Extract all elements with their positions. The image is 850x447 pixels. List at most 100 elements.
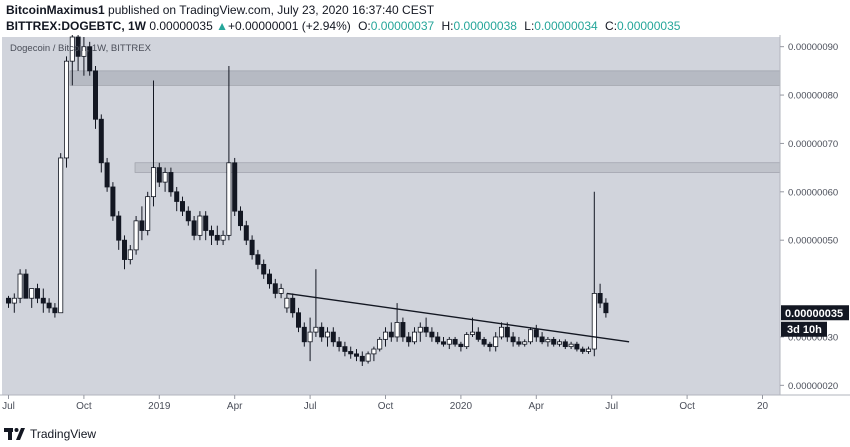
- candle-body: [226, 162, 232, 236]
- candle-body: [591, 293, 597, 350]
- candle: [557, 339, 563, 347]
- candle-body: [365, 353, 371, 362]
- candle: [52, 303, 58, 318]
- candle: [504, 322, 510, 342]
- candle: [197, 211, 203, 241]
- candle: [226, 66, 232, 241]
- candle-body: [487, 343, 493, 348]
- candle: [290, 293, 296, 318]
- candle-body: [504, 326, 510, 338]
- candle: [208, 225, 214, 246]
- candle-body: [458, 343, 464, 348]
- time-tick-label: Jul: [605, 401, 618, 412]
- publish-info: published on TradingView.com, July 23, 2…: [108, 3, 435, 17]
- time-tick-label: Jul: [2, 401, 15, 412]
- last-price: 0.00000035: [149, 19, 213, 33]
- candle-body: [29, 288, 35, 299]
- chart-area[interactable]: 0.00000090 0.00000080 0.00000070 0.00000060…: [0, 35, 850, 420]
- time-tick-label: Oct: [76, 401, 92, 412]
- countdown-marker: 3d 10h: [781, 321, 827, 337]
- candle-body: [81, 46, 87, 57]
- candle: [145, 191, 151, 236]
- candle-body: [516, 341, 522, 345]
- candle-body: [11, 297, 17, 304]
- candle-body: [313, 326, 319, 333]
- tradingview-logo-icon[interactable]: [4, 427, 26, 441]
- candle-body: [568, 343, 574, 348]
- tradingview-brand[interactable]: TradingView: [30, 427, 97, 441]
- candle: [98, 114, 104, 173]
- candle: [162, 167, 168, 192]
- candle: [522, 339, 528, 347]
- candle: [278, 283, 284, 299]
- candles: [6, 35, 609, 366]
- candle: [266, 269, 272, 289]
- candle: [301, 322, 307, 347]
- candle: [139, 206, 145, 241]
- ohlc-line: BITTREX:DOGEBTC, 1W 0.00000035 ▲+0.00000…: [6, 18, 846, 35]
- candle: [469, 317, 475, 337]
- candle: [127, 245, 133, 265]
- candle-body: [336, 341, 342, 348]
- chart-title: Dogecoin / Bitcoin, 1W, BITTREX: [10, 43, 152, 54]
- resistance-zone: [134, 162, 781, 173]
- candle-body: [266, 273, 272, 285]
- candle-body: [58, 157, 64, 314]
- candle: [185, 206, 191, 226]
- candle-body: [23, 273, 29, 299]
- candle: [156, 162, 162, 187]
- candle-body: [214, 234, 220, 241]
- candle-body: [243, 225, 249, 241]
- candle-body: [174, 191, 180, 202]
- candle-body: [510, 336, 516, 343]
- candle: [493, 332, 499, 352]
- high-value: 0.00000038: [453, 19, 517, 33]
- candle: [174, 186, 180, 212]
- author-name[interactable]: BitcoinMaximus1: [6, 3, 105, 17]
- candle: [551, 336, 557, 347]
- chart-header: BitcoinMaximus1 published on TradingView…: [6, 2, 846, 35]
- candle: [440, 336, 446, 347]
- price-tick-label: 0.00000080: [788, 91, 838, 102]
- candle-body: [75, 36, 81, 57]
- price-axis[interactable]: 0.00000090 0.00000080 0.00000070 0.00000060…: [780, 42, 838, 392]
- time-tick-label: Oct: [378, 401, 394, 412]
- footer: TradingView: [4, 424, 96, 444]
- candle-body: [353, 353, 359, 357]
- candlestick-chart[interactable]: 0.00000090 0.00000080 0.00000070 0.00000060…: [0, 35, 850, 420]
- candle-body: [64, 60, 70, 159]
- time-axis[interactable]: Jul Oct 2019 Apr Jul Oct 2020 Apr Jul Oct 20: [2, 395, 768, 412]
- symbol-label[interactable]: BITTREX:DOGEBTC, 1W: [6, 19, 146, 33]
- candle-body: [382, 331, 388, 340]
- candle: [307, 317, 313, 362]
- candle-body: [469, 331, 475, 335]
- descending-trendline[interactable]: [286, 292, 630, 343]
- candle: [382, 327, 388, 347]
- candle-body: [255, 254, 261, 265]
- candle-body: [429, 331, 435, 338]
- candle: [29, 288, 35, 308]
- candle-body: [394, 322, 400, 338]
- candle: [58, 153, 64, 314]
- candle-body: [411, 331, 417, 343]
- candle: [237, 206, 243, 231]
- candle: [458, 341, 464, 352]
- candle: [597, 283, 603, 308]
- candle-body: [533, 329, 539, 338]
- candle: [110, 182, 116, 221]
- candle: [516, 336, 522, 347]
- candle-body: [272, 283, 278, 294]
- candle-body: [498, 326, 504, 338]
- candle: [487, 341, 493, 352]
- candle: [574, 341, 580, 352]
- candle-body: [284, 297, 290, 309]
- candle-body: [197, 215, 203, 236]
- candle-body: [446, 338, 452, 345]
- candle: [295, 307, 301, 333]
- candle: [11, 293, 17, 313]
- candle-body: [40, 297, 46, 304]
- candle-body: [87, 46, 93, 72]
- candle: [6, 295, 11, 308]
- candle: [400, 317, 406, 342]
- candle: [214, 225, 220, 246]
